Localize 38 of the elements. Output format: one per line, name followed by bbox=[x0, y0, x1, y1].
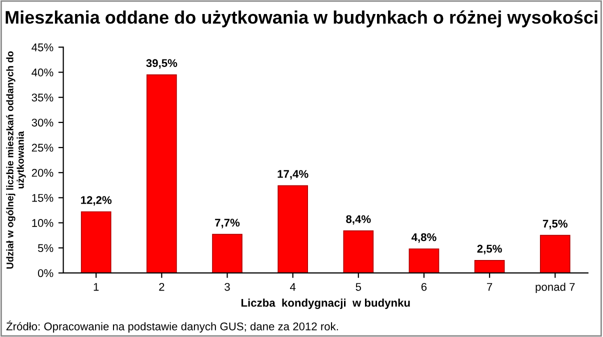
bar bbox=[343, 230, 374, 273]
x-tick-label: 2 bbox=[159, 282, 164, 291]
data-label: 8,4% bbox=[346, 215, 371, 225]
y-tick-label: 5% bbox=[38, 244, 54, 252]
y-tick-label: 20% bbox=[32, 168, 54, 177]
data-label: 7,7% bbox=[215, 218, 240, 228]
y-tick-label: 40% bbox=[32, 68, 54, 76]
y-tick-label: 0% bbox=[38, 269, 54, 278]
y-tick-label: 35% bbox=[32, 94, 54, 102]
x-tick-label: 5 bbox=[356, 283, 362, 291]
x-axis-title: Liczba kondygnacji w budynku bbox=[241, 298, 410, 310]
bar bbox=[474, 260, 505, 273]
text: Źródło: Opracowanie na podstawie danych GUS; dane za 2012 rok. bbox=[6, 320, 338, 333]
bar bbox=[408, 248, 440, 273]
x-tick-label: 1 bbox=[94, 283, 99, 291]
y-tick-label: 25% bbox=[32, 144, 54, 152]
x-tick-label: 3 bbox=[224, 282, 230, 291]
bar bbox=[212, 234, 242, 273]
x-tick-label: 4 bbox=[290, 283, 296, 291]
x-tick-label: 7 bbox=[487, 283, 492, 291]
data-label: 7,5% bbox=[542, 220, 568, 230]
data-label: 12,2% bbox=[81, 196, 112, 206]
bar bbox=[278, 185, 308, 273]
data-label: 39,5% bbox=[146, 59, 178, 69]
bar bbox=[146, 74, 177, 273]
data-label: 2,5% bbox=[477, 244, 502, 254]
chart-title: Mieszkania oddane do użytkowania w budynkach o różnej wysokości bbox=[6, 10, 598, 28]
y-axis-title: Udział w ogólnej liczbie mieszkań oddanych do użytkowania bbox=[6, 51, 26, 269]
bar bbox=[80, 211, 112, 273]
data-label: 17,4% bbox=[278, 170, 308, 180]
data-label: 4,8% bbox=[411, 233, 436, 243]
y-tick-label: 30% bbox=[32, 118, 54, 127]
x-tick-label: ponad 7 bbox=[536, 282, 575, 294]
y-tick-label: 45% bbox=[32, 43, 54, 52]
bar bbox=[540, 234, 570, 273]
y-tick-label: 10% bbox=[32, 219, 54, 227]
y-tick-label: 15% bbox=[32, 194, 54, 202]
x-tick-label: 6 bbox=[421, 282, 427, 291]
